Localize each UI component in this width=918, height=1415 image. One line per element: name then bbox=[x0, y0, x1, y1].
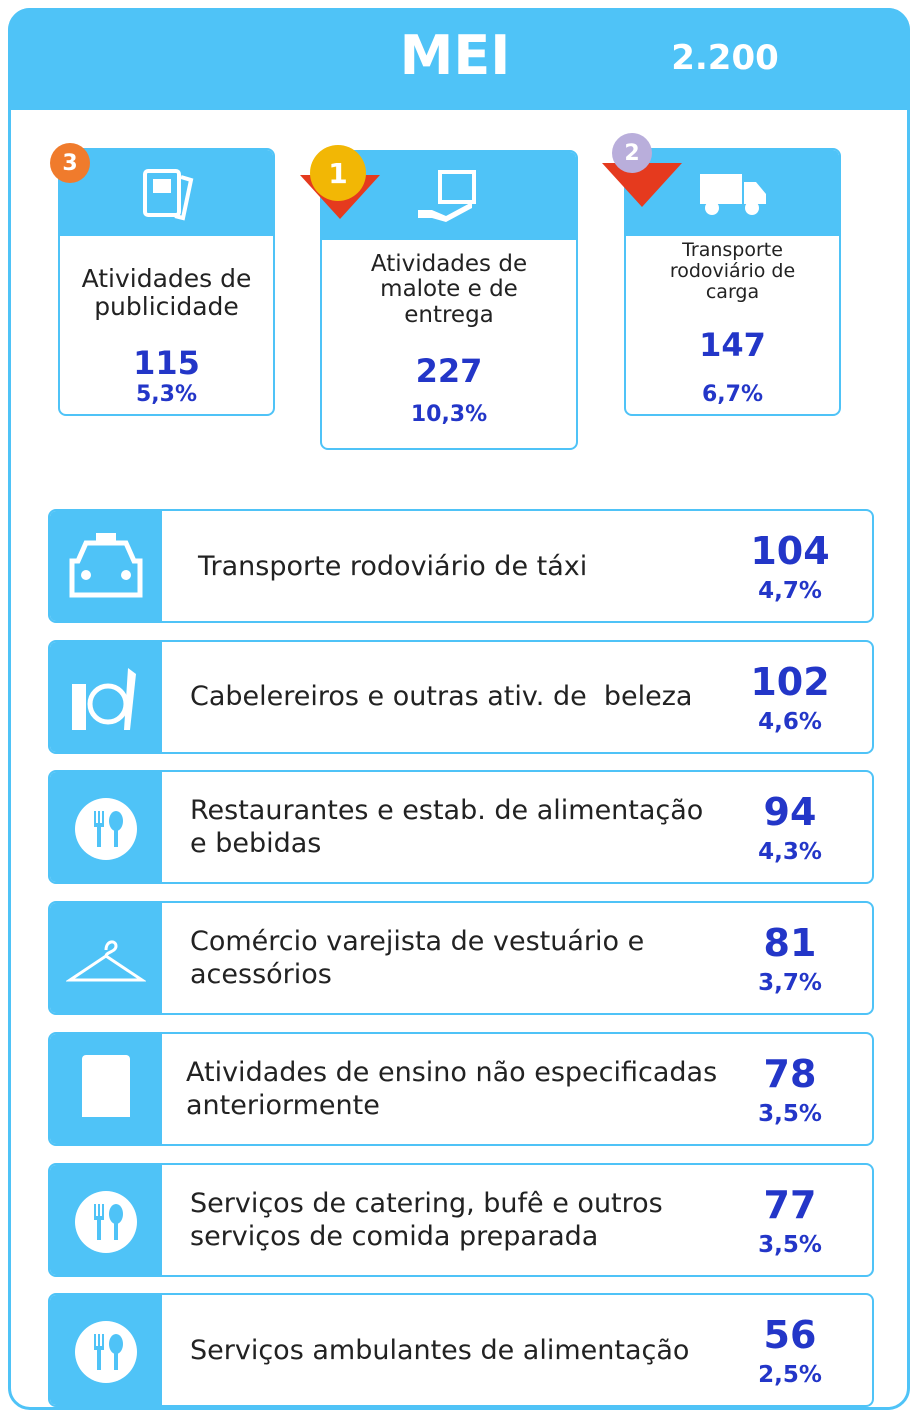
icon-box bbox=[50, 1164, 162, 1275]
podium-label: carga bbox=[705, 280, 760, 303]
row-pct: 4,7% bbox=[758, 578, 822, 604]
row-pct: 3,5% bbox=[758, 1100, 822, 1127]
podium-pct: 10,3% bbox=[410, 402, 488, 427]
podium-pct: 5,3% bbox=[135, 382, 197, 407]
podium-count: 147 bbox=[699, 326, 766, 364]
row-count: 102 bbox=[750, 659, 830, 704]
total: 2.200 bbox=[671, 38, 779, 78]
podium-card bbox=[58, 148, 275, 416]
row-label: Comércio varejista de vestuário e bbox=[190, 926, 645, 958]
icon bbox=[82, 1054, 130, 1123]
row-label: acessórios bbox=[190, 959, 332, 991]
card-header bbox=[60, 150, 273, 236]
row-label: serviços de comida preparada bbox=[190, 1220, 599, 1252]
row-label: anteriormente bbox=[186, 1089, 380, 1121]
podium-count: 115 bbox=[133, 344, 200, 382]
row-pct: 3,5% bbox=[758, 1231, 822, 1258]
podium-label: Atividades de bbox=[81, 264, 252, 293]
header-band bbox=[8, 8, 910, 110]
row-label: Cabelereiros e outras ativ. de beleza bbox=[190, 681, 693, 713]
icon-box bbox=[50, 641, 162, 752]
podium-label: malote e de bbox=[380, 276, 518, 303]
medal: 1 bbox=[310, 145, 366, 201]
row-label: e bebidas bbox=[190, 828, 322, 860]
podium-label: publicidade bbox=[94, 291, 239, 321]
row-count: 104 bbox=[750, 529, 830, 573]
row-pct: 2,5% bbox=[758, 1362, 822, 1389]
podium-label: rodoviário de bbox=[669, 259, 796, 282]
icon bbox=[69, 533, 143, 598]
podium-label: Transporte bbox=[682, 239, 783, 261]
row-count: 77 bbox=[763, 1182, 817, 1227]
list-row bbox=[48, 1162, 874, 1277]
podium-pct: 6,7% bbox=[701, 382, 763, 407]
podium-card bbox=[624, 148, 841, 416]
list-row bbox=[48, 901, 874, 1016]
icon bbox=[142, 169, 193, 221]
row-label: Transporte rodoviário de táxi bbox=[198, 550, 588, 582]
icon bbox=[75, 1190, 137, 1253]
podium-label: Atividades de bbox=[370, 251, 528, 277]
icon-box bbox=[50, 1033, 162, 1144]
icon bbox=[75, 1321, 137, 1384]
icon bbox=[66, 940, 146, 982]
row-label: Serviços de catering, bufê e outros bbox=[190, 1187, 663, 1219]
icon-box bbox=[50, 772, 162, 883]
row-pct: 3,7% bbox=[758, 970, 822, 997]
row-label: Atividades de ensino não especificadas bbox=[186, 1056, 718, 1088]
row-label: Serviços ambulantes de alimentação bbox=[190, 1334, 690, 1366]
icon bbox=[75, 798, 137, 861]
row-pct: 4,3% bbox=[758, 839, 822, 866]
title: MEI bbox=[399, 24, 511, 87]
icon-box bbox=[50, 903, 162, 1014]
row-count: 56 bbox=[763, 1313, 817, 1358]
list-row bbox=[48, 1293, 874, 1408]
ribbon bbox=[602, 163, 682, 207]
row-count: 81 bbox=[763, 921, 817, 966]
list-row bbox=[48, 509, 874, 623]
medal: 2 bbox=[612, 133, 652, 173]
icon-box bbox=[50, 511, 162, 621]
row-label: Restaurantes e estab. de alimentação bbox=[190, 795, 704, 827]
row-count: 94 bbox=[763, 790, 817, 835]
icon bbox=[699, 174, 766, 215]
icon-box bbox=[50, 1295, 162, 1406]
podium-count: 227 bbox=[415, 352, 483, 390]
list-row bbox=[48, 639, 874, 754]
row-count: 78 bbox=[763, 1051, 817, 1096]
row-pct: 4,6% bbox=[758, 708, 822, 735]
podium-label: entrega bbox=[404, 301, 494, 328]
icon bbox=[418, 170, 476, 222]
icon bbox=[72, 667, 136, 730]
list-row bbox=[48, 1031, 874, 1146]
medal: 3 bbox=[50, 143, 90, 183]
list-row bbox=[48, 770, 874, 885]
